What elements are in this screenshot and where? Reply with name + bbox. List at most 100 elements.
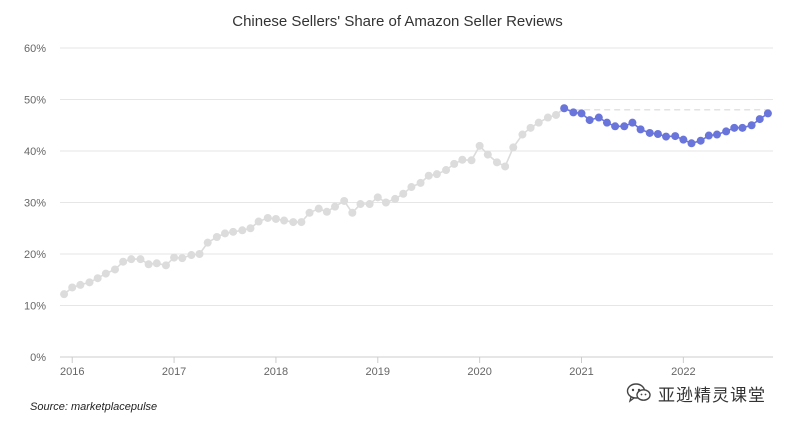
y-tick-label: 30% xyxy=(24,198,46,210)
data-point[interactable] xyxy=(212,233,221,242)
data-point[interactable] xyxy=(653,130,662,139)
data-point[interactable] xyxy=(628,118,637,127)
data-point[interactable] xyxy=(636,125,645,134)
data-point[interactable] xyxy=(136,255,145,264)
data-point[interactable] xyxy=(221,229,230,238)
data-point[interactable] xyxy=(60,290,69,299)
data-point[interactable] xyxy=(450,159,459,168)
data-point[interactable] xyxy=(738,123,747,132)
data-point[interactable] xyxy=(560,104,569,113)
data-point[interactable] xyxy=(467,156,476,165)
data-point[interactable] xyxy=(501,162,510,171)
data-point[interactable] xyxy=(416,178,425,187)
data-point[interactable] xyxy=(577,109,586,118)
data-point[interactable] xyxy=(76,280,85,289)
data-point[interactable] xyxy=(161,261,170,270)
data-point[interactable] xyxy=(340,196,349,205)
data-point[interactable] xyxy=(297,218,306,227)
data-point[interactable] xyxy=(518,130,527,139)
data-point[interactable] xyxy=(195,250,204,258)
data-point[interactable] xyxy=(127,255,136,264)
data-point[interactable] xyxy=(263,213,272,222)
data-point[interactable] xyxy=(475,141,484,150)
data-point[interactable] xyxy=(602,118,611,127)
data-point[interactable] xyxy=(381,198,390,207)
data-point[interactable] xyxy=(712,130,721,139)
data-point[interactable] xyxy=(492,158,501,167)
y-axis: 0% 10% 20% 30% 40% 50% 60% xyxy=(24,43,46,364)
data-point[interactable] xyxy=(645,128,654,137)
data-point[interactable] xyxy=(305,208,314,217)
data-point[interactable] xyxy=(730,123,739,132)
data-point[interactable] xyxy=(314,204,323,213)
data-point[interactable] xyxy=(348,208,357,217)
source-note: Source: marketplacepulse xyxy=(30,401,158,413)
data-point[interactable] xyxy=(111,265,120,274)
data-point[interactable] xyxy=(271,214,280,223)
y-tick-label: 50% xyxy=(24,95,46,107)
x-tick-label: 2019 xyxy=(366,366,390,378)
data-point[interactable] xyxy=(483,150,492,159)
data-point[interactable] xyxy=(68,283,77,292)
data-point[interactable] xyxy=(424,171,433,180)
watermark: 亚逊精灵课堂 xyxy=(626,380,766,406)
data-point[interactable] xyxy=(356,200,365,209)
data-point[interactable] xyxy=(687,139,696,148)
data-point[interactable] xyxy=(144,260,153,269)
data-point[interactable] xyxy=(509,143,518,152)
gridlines xyxy=(60,47,773,306)
data-point[interactable] xyxy=(280,216,289,225)
data-point[interactable] xyxy=(407,183,416,192)
data-point[interactable] xyxy=(585,116,594,125)
data-point[interactable] xyxy=(458,155,467,164)
data-point[interactable] xyxy=(442,166,451,175)
data-point[interactable] xyxy=(85,278,94,287)
data-point[interactable] xyxy=(704,131,713,140)
data-point[interactable] xyxy=(178,254,187,263)
data-point[interactable] xyxy=(679,135,688,144)
data-point[interactable] xyxy=(620,122,629,131)
data-point[interactable] xyxy=(101,269,110,278)
data-point[interactable] xyxy=(170,253,179,262)
data-point[interactable] xyxy=(203,238,212,247)
data-point[interactable] xyxy=(747,121,756,130)
data-point[interactable] xyxy=(696,136,705,145)
y-tick-label: 10% xyxy=(24,301,46,313)
data-point[interactable] xyxy=(365,200,374,209)
data-point[interactable] xyxy=(399,189,408,198)
series-layer xyxy=(60,104,772,299)
data-point[interactable] xyxy=(238,226,247,235)
data-point[interactable] xyxy=(322,207,331,216)
data-point[interactable] xyxy=(552,110,561,119)
data-point[interactable] xyxy=(569,108,578,117)
data-point[interactable] xyxy=(432,170,441,179)
x-tick-label: 2018 xyxy=(264,366,288,378)
data-point[interactable] xyxy=(187,251,196,260)
watermark-text: 亚逊精灵课堂 xyxy=(658,385,766,405)
data-point[interactable] xyxy=(526,123,535,132)
data-point[interactable] xyxy=(119,257,128,266)
data-point[interactable] xyxy=(152,259,161,268)
data-point[interactable] xyxy=(246,224,255,233)
data-point[interactable] xyxy=(662,132,671,141)
data-point[interactable] xyxy=(93,274,102,283)
data-point[interactable] xyxy=(391,194,400,203)
data-point[interactable] xyxy=(331,202,340,211)
data-point[interactable] xyxy=(611,122,620,131)
data-point[interactable] xyxy=(763,109,772,118)
x-tick-label: 2021 xyxy=(569,366,593,378)
data-point[interactable] xyxy=(534,118,543,127)
y-tick-label: 40% xyxy=(24,146,46,158)
data-point[interactable] xyxy=(229,227,238,236)
data-point[interactable] xyxy=(373,193,382,202)
data-point[interactable] xyxy=(722,127,731,136)
x-tick-label: 2017 xyxy=(162,366,186,378)
data-point[interactable] xyxy=(254,217,263,226)
data-point[interactable] xyxy=(594,113,603,122)
data-point[interactable] xyxy=(755,115,764,124)
data-point[interactable] xyxy=(671,132,680,141)
data-point[interactable] xyxy=(543,113,552,122)
chart-title: Chinese Sellers' Share of Amazon Seller … xyxy=(232,13,563,30)
data-point[interactable] xyxy=(289,218,298,227)
